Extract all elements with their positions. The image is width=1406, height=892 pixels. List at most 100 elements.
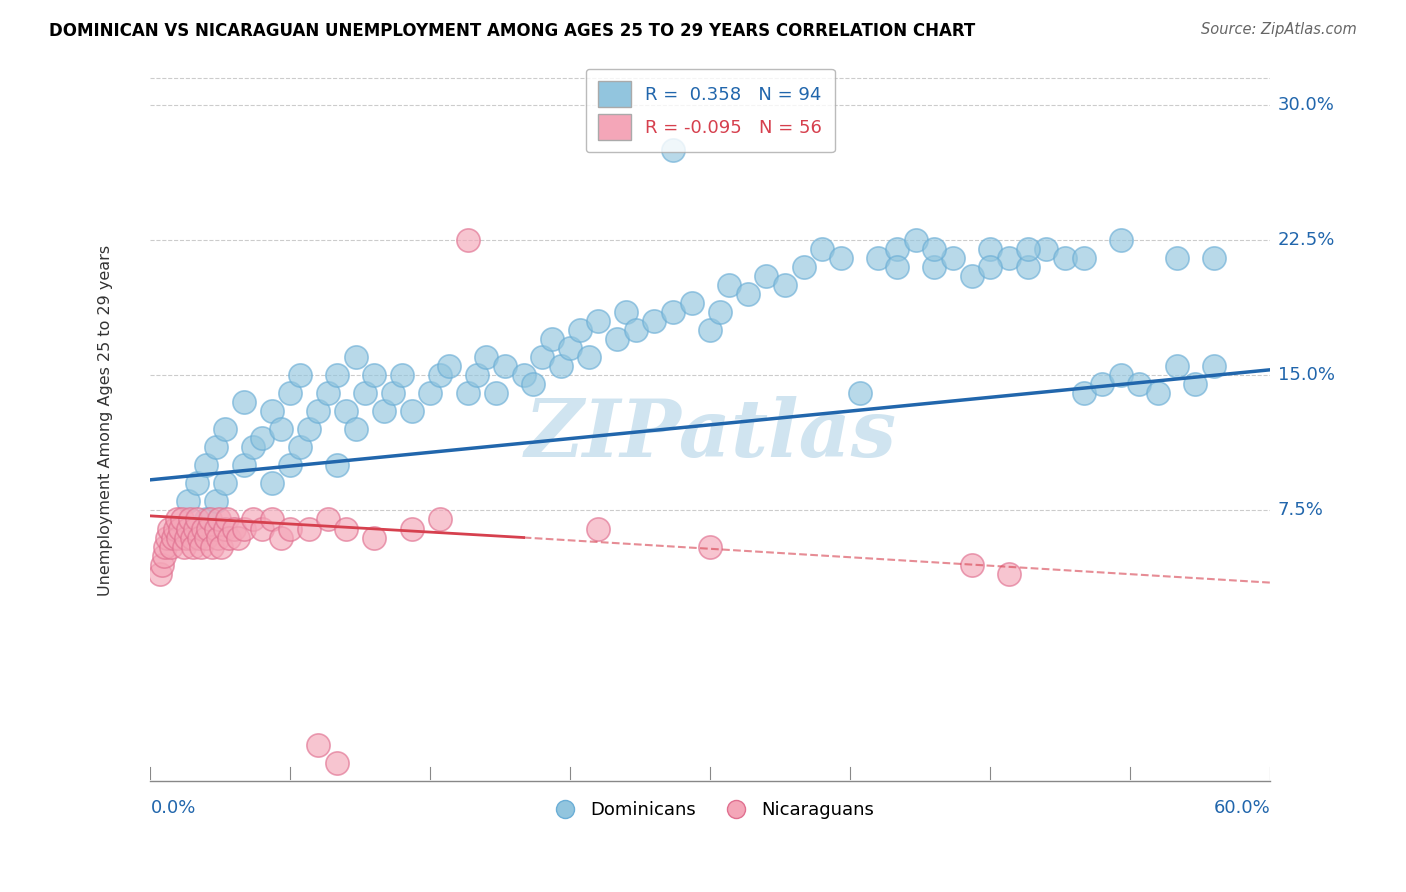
Point [163,521,186,535]
Point [232,521,254,535]
Point [429,512,451,526]
Point [512,368,534,383]
Point [373,404,395,418]
Point [391,368,413,383]
Point [614,305,637,319]
Point [232,458,254,473]
Point [195,531,218,545]
Point [979,260,1001,274]
Point [531,350,554,364]
Point [662,305,685,319]
Point [218,531,240,545]
Point [326,756,349,770]
Point [186,512,208,526]
Point [195,512,218,526]
Point [560,341,582,355]
Point [606,332,628,346]
Point [214,521,236,535]
Point [942,251,965,265]
Point [922,260,945,274]
Point [1204,251,1226,265]
Point [280,458,302,473]
Text: 15.0%: 15.0% [1278,367,1334,384]
Point [344,350,367,364]
Point [568,323,591,337]
Point [204,521,226,535]
Point [204,441,226,455]
Point [662,143,685,157]
Point [1128,377,1150,392]
Point [198,512,221,526]
Point [242,512,264,526]
Point [1109,233,1132,247]
Point [1073,386,1095,401]
Text: ZIPatlas: ZIPatlas [524,396,897,474]
Point [811,242,834,256]
Point [186,476,208,491]
Text: 60.0%: 60.0% [1213,799,1270,817]
Point [298,521,321,535]
Point [195,458,218,473]
Text: 22.5%: 22.5% [1278,231,1334,249]
Point [224,521,246,535]
Point [401,521,423,535]
Point [465,368,488,383]
Point [886,242,908,256]
Point [830,251,852,265]
Point [252,521,274,535]
Point [868,251,890,265]
Point [998,566,1021,581]
Point [215,512,238,526]
Point [485,386,508,401]
Point [588,314,610,328]
Point [316,512,339,526]
Point [260,512,283,526]
Text: 0.0%: 0.0% [150,799,195,817]
Point [1017,242,1039,256]
Point [401,404,423,418]
Point [214,422,236,436]
Point [457,233,479,247]
Point [578,350,600,364]
Point [588,521,610,535]
Point [288,441,311,455]
Point [307,738,329,752]
Point [157,521,180,535]
Point [922,242,945,256]
Text: 7.5%: 7.5% [1278,501,1323,519]
Point [188,531,211,545]
Point [326,458,349,473]
Point [886,260,908,274]
Point [260,404,283,418]
Point [773,278,796,293]
Point [709,305,731,319]
Point [437,359,460,374]
Point [904,233,927,247]
Point [522,377,544,392]
Point [177,494,200,508]
Point [475,350,498,364]
Point [326,368,349,383]
Point [1204,359,1226,374]
Point [270,531,292,545]
Point [156,531,179,545]
Point [717,278,740,293]
Point [172,512,194,526]
Point [979,242,1001,256]
Point [1017,260,1039,274]
Point [208,512,231,526]
Point [848,386,870,401]
Text: Source: ZipAtlas.com: Source: ZipAtlas.com [1201,22,1357,37]
Point [166,512,188,526]
Point [226,531,249,545]
Point [354,386,377,401]
Point [174,531,197,545]
Point [624,323,647,337]
Point [737,287,759,301]
Point [550,359,572,374]
Point [998,251,1021,265]
Point [1147,386,1170,401]
Point [280,521,302,535]
Point [270,422,292,436]
Text: DOMINICAN VS NICARAGUAN UNEMPLOYMENT AMONG AGES 25 TO 29 YEARS CORRELATION CHART: DOMINICAN VS NICARAGUAN UNEMPLOYMENT AMO… [49,22,976,40]
